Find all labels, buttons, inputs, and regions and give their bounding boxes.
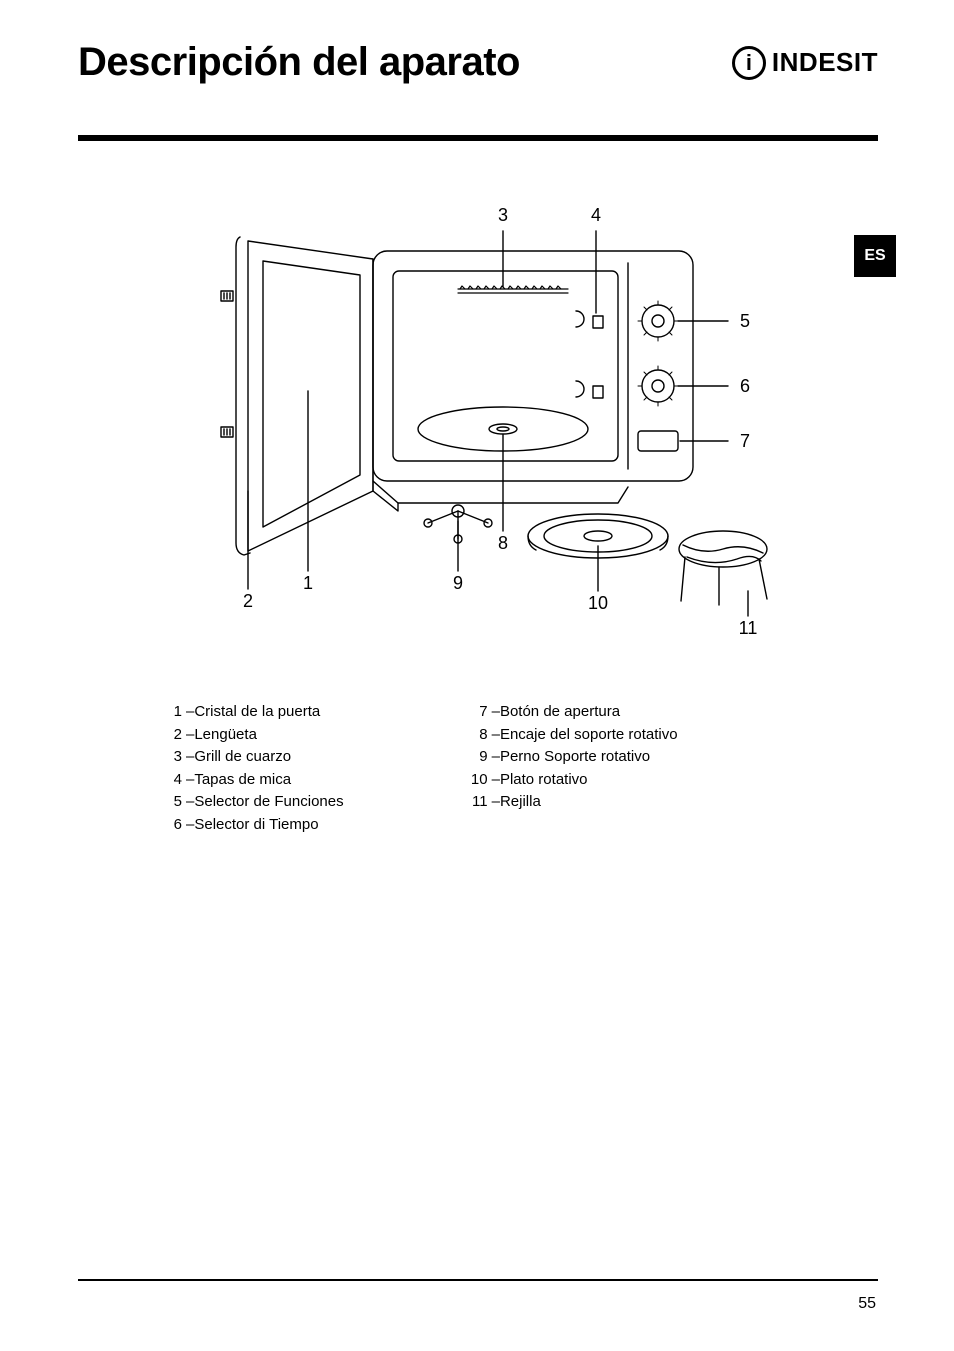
legend-item: 7 – Botón de apertura [464, 701, 678, 724]
callout-7: 7 [740, 431, 750, 451]
callout-2: 2 [243, 591, 253, 611]
callout-9: 9 [453, 573, 463, 593]
page-number: 55 [858, 1295, 876, 1313]
legend-item: 1 – Cristal de la puerta [158, 701, 344, 724]
callout-10: 10 [588, 593, 608, 613]
callout-6: 6 [740, 376, 750, 396]
callout-3: 3 [498, 205, 508, 225]
legend-item: 6 – Selector di Tiempo [158, 814, 344, 837]
legend-item: 8 – Encaje del soporte rotativo [464, 724, 678, 747]
legend-item: 9 – Perno Soporte rotativo [464, 746, 678, 769]
legend-item: 4 – Tapas de mica [158, 769, 344, 792]
legend-item: 5 – Selector de Funciones [158, 791, 344, 814]
callout-5: 5 [740, 311, 750, 331]
legend: 1 – Cristal de la puerta 2 – Lengüeta 3 … [158, 701, 878, 836]
callout-8: 8 [498, 533, 508, 553]
callout-11: 11 [739, 618, 758, 638]
legend-item: 2 – Lengüeta [158, 724, 344, 747]
brand-icon: i [732, 46, 766, 80]
legend-item: 3 – Grill de cuarzo [158, 746, 344, 769]
appliance-diagram: 1 2 3 4 5 6 7 8 9 10 11 [158, 191, 798, 651]
footer-rule [78, 1279, 878, 1281]
page-title: Descripción del aparato [78, 40, 520, 85]
legend-item: 10 – Plato rotativo [464, 769, 678, 792]
brand-logo: i INDESIT [732, 46, 878, 80]
callout-4: 4 [591, 205, 601, 225]
legend-col-right: 7 – Botón de apertura 8 – Encaje del sop… [464, 701, 678, 836]
header-rule [78, 135, 878, 141]
callout-1: 1 [303, 573, 313, 593]
brand-text: INDESIT [772, 47, 878, 78]
legend-item: 11 – Rejilla [464, 791, 678, 814]
language-tab: ES [854, 235, 896, 277]
legend-col-left: 1 – Cristal de la puerta 2 – Lengüeta 3 … [158, 701, 344, 836]
